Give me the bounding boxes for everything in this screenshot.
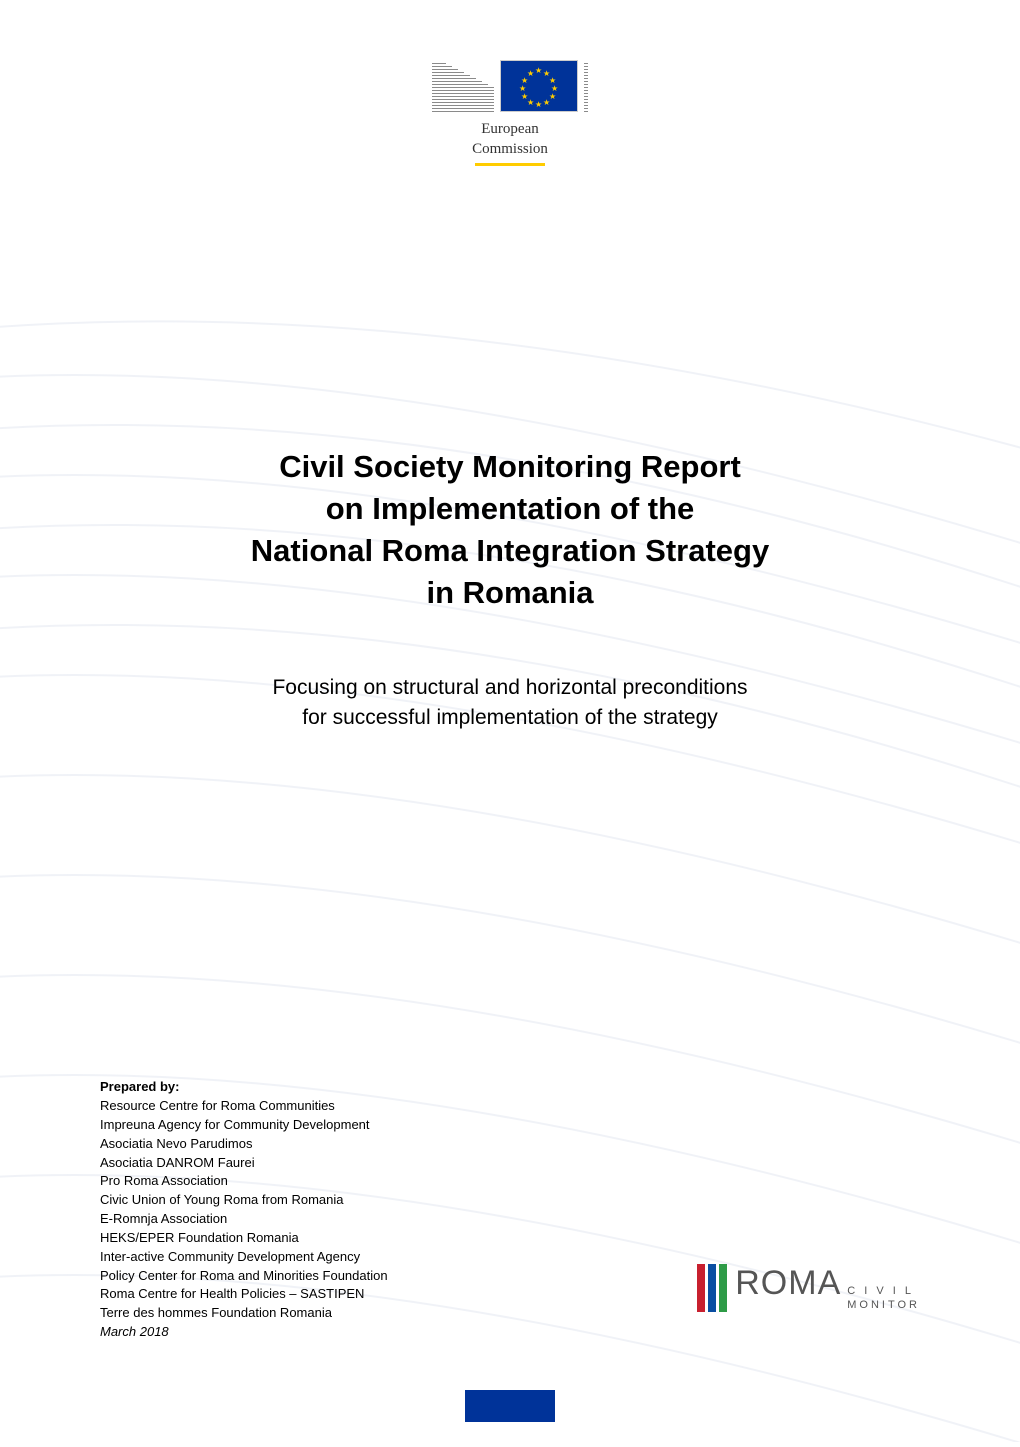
prepared-org: Policy Center for Roma and Minorities Fo… [100, 1267, 388, 1286]
title-line-3: National Roma Integration Strategy [251, 533, 769, 568]
title-line-2: on Implementation of the [326, 491, 695, 526]
ec-logo-text-1: European [405, 120, 615, 140]
ec-logo-underline [475, 163, 545, 166]
ec-logo-text-2: Commission [405, 140, 615, 160]
roma-civil-monitor-logo: ROMA C I V I L MONITOR [697, 1264, 920, 1312]
roma-logo-main-text: ROMA [735, 1264, 841, 1303]
prepared-label: Prepared by: [100, 1078, 388, 1097]
title-line-1: Civil Society Monitoring Report [279, 449, 741, 484]
roma-bar-green [719, 1264, 727, 1312]
ec-logo-lines-left [432, 63, 494, 112]
roma-logo-bars [697, 1264, 727, 1312]
prepared-org: Impreuna Agency for Community Developmen… [100, 1116, 388, 1135]
subtitle-line-1: Focusing on structural and horizontal pr… [272, 676, 747, 699]
prepared-org: Inter-active Community Development Agenc… [100, 1248, 388, 1267]
prepared-by-section: Prepared by: Resource Centre for Roma Co… [100, 1078, 388, 1342]
roma-bar-red [697, 1264, 705, 1312]
ec-logo-lines-right [584, 63, 588, 112]
roma-logo-sub-2: MONITOR [847, 1299, 920, 1312]
prepared-org: Asociatia DANROM Faurei [100, 1154, 388, 1173]
prepared-org: Terre des hommes Foundation Romania [100, 1304, 388, 1323]
roma-logo-sub-1: C I V I L [847, 1285, 920, 1298]
prepared-org: Asociatia Nevo Parudimos [100, 1135, 388, 1154]
prepared-org: Civic Union of Young Roma from Romania [100, 1191, 388, 1210]
prepared-org: Resource Centre for Roma Communities [100, 1097, 388, 1116]
document-title: Civil Society Monitoring Report on Imple… [100, 446, 920, 613]
subtitle-line-2: for successful implementation of the str… [302, 706, 718, 729]
prepared-date: March 2018 [100, 1323, 388, 1342]
title-line-4: in Romania [426, 575, 593, 610]
european-commission-logo: ★ ★ ★ ★ ★ ★ ★ ★ ★ ★ ★ ★ [405, 60, 615, 166]
prepared-org: HEKS/EPER Foundation Romania [100, 1229, 388, 1248]
prepared-org: Pro Roma Association [100, 1172, 388, 1191]
roma-bar-blue [708, 1264, 716, 1312]
prepared-org: Roma Centre for Health Policies – SASTIP… [100, 1285, 388, 1304]
eu-flag-icon: ★ ★ ★ ★ ★ ★ ★ ★ ★ ★ ★ ★ [500, 60, 578, 112]
footer-bar [465, 1390, 555, 1422]
prepared-org: E-Romnja Association [100, 1210, 388, 1229]
document-subtitle: Focusing on structural and horizontal pr… [100, 673, 920, 732]
